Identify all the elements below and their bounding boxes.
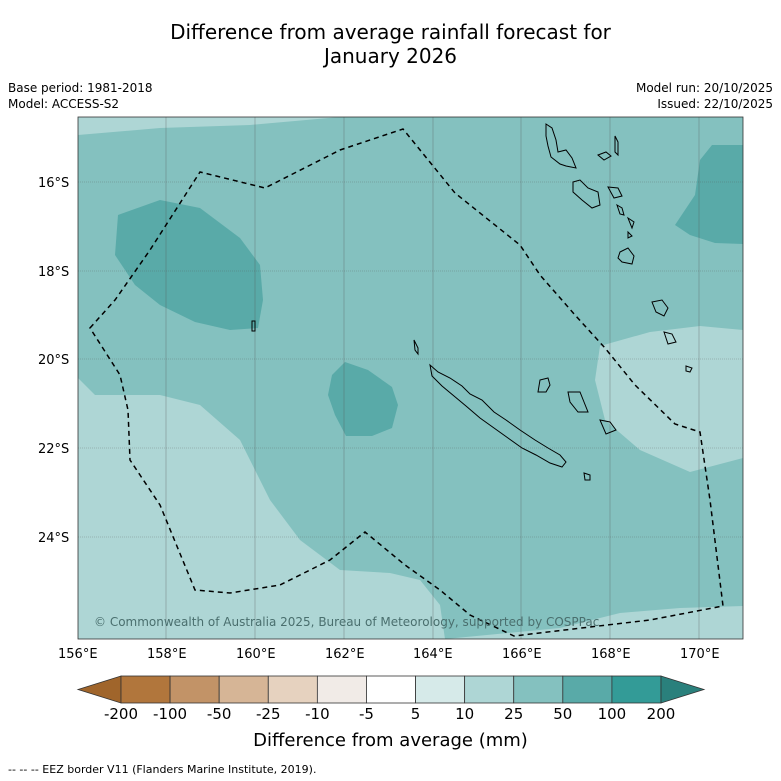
copyright-notice: © Commonwealth of Australia 2025, Bureau… — [94, 615, 599, 629]
lon-label-168e: 168°E — [591, 647, 631, 662]
colorbar-tick-label: -5 — [358, 705, 374, 723]
map-plot-area: © Commonwealth of Australia 2025, Bureau… — [78, 117, 743, 639]
colorbar-segment — [415, 675, 466, 704]
base-period: Base period: 1981-2018 — [8, 81, 153, 95]
title-line-1: Difference from average rainfall forecas… — [170, 20, 611, 44]
colorbar-tick-label: -50 — [206, 705, 232, 723]
chart-title: Difference from average rainfall forecas… — [0, 20, 781, 68]
rainfall-zone-50-100-central — [328, 362, 398, 436]
issued-date: Issued: 22/10/2025 — [657, 97, 773, 111]
colorbar-tick-label: 100 — [597, 705, 627, 723]
lat-label-24s: 24°S — [38, 531, 69, 546]
colorbar-tick-label: -25 — [256, 705, 281, 723]
latitude-labels: 16°S 18°S 20°S 22°S 24°S — [38, 176, 69, 546]
lat-label-16s: 16°S — [38, 176, 69, 191]
rainfall-zone-50-100-east — [675, 145, 743, 244]
colorbar-tick-label: 25 — [504, 705, 524, 723]
model-name: Model: ACCESS-S2 — [8, 97, 120, 111]
colorbar-tick-label: 50 — [553, 705, 573, 723]
colorbar — [76, 675, 706, 704]
rainfall-zone-10-25-south — [165, 590, 400, 639]
eez-border — [89, 128, 724, 637]
title-line-2: January 2026 — [323, 44, 458, 68]
colorbar-tick-label: 10 — [455, 705, 475, 723]
meta-right: Model run: 20/10/2025 Issued: 22/10/2025 — [636, 80, 773, 112]
lat-label-20s: 20°S — [38, 353, 69, 368]
colorbar-segment — [464, 675, 515, 704]
longitude-labels: 156°E 158°E 160°E 162°E 164°E 166°E 168°… — [58, 647, 720, 662]
lat-label-18s: 18°S — [38, 265, 69, 280]
rainfall-zone-50-100-west — [115, 200, 263, 330]
lon-label-164e: 164°E — [413, 647, 453, 662]
lon-label-160e: 160°E — [236, 647, 276, 662]
colorbar-segment — [218, 675, 269, 704]
lon-label-166e: 166°E — [502, 647, 542, 662]
lon-label-170e: 170°E — [680, 647, 720, 662]
colorbar-tick-label: 200 — [646, 705, 676, 723]
colorbar-tick-label: -10 — [305, 705, 330, 723]
colorbar-segment — [169, 675, 220, 704]
meta-left: Base period: 1981-2018 Model: ACCESS-S2 — [8, 80, 153, 112]
map-frame — [77, 116, 744, 640]
model-run: Model run: 20/10/2025 — [635, 81, 773, 95]
graticule — [78, 117, 743, 639]
lon-label-156e: 156°E — [58, 647, 98, 662]
colorbar-segment — [513, 675, 564, 704]
new-caledonia-islands — [251, 320, 617, 481]
colorbar-segment — [120, 675, 171, 704]
colorbar-tick-label: 5 — [410, 705, 421, 723]
vanuatu-islands — [545, 123, 693, 373]
colorbar-tick-label: -100 — [153, 705, 188, 723]
lon-label-158e: 158°E — [147, 647, 187, 662]
colorbar-title: Difference from average (mm) — [253, 730, 528, 751]
colorbar-tick-label: -200 — [103, 705, 139, 723]
colorbar-segment — [316, 675, 367, 704]
lon-label-162e: 162°E — [325, 647, 365, 662]
colorbar-extend-high — [660, 675, 706, 704]
colorbar-segment — [562, 675, 613, 704]
colorbar-segment — [267, 675, 318, 704]
colorbar-extend-low — [76, 675, 122, 704]
lat-label-22s: 22°S — [38, 442, 69, 457]
colorbar-segment — [611, 675, 662, 704]
colorbar-segment — [366, 675, 416, 704]
eez-footer-note: -- -- -- EEZ border V11 (Flanders Marine… — [8, 763, 317, 776]
